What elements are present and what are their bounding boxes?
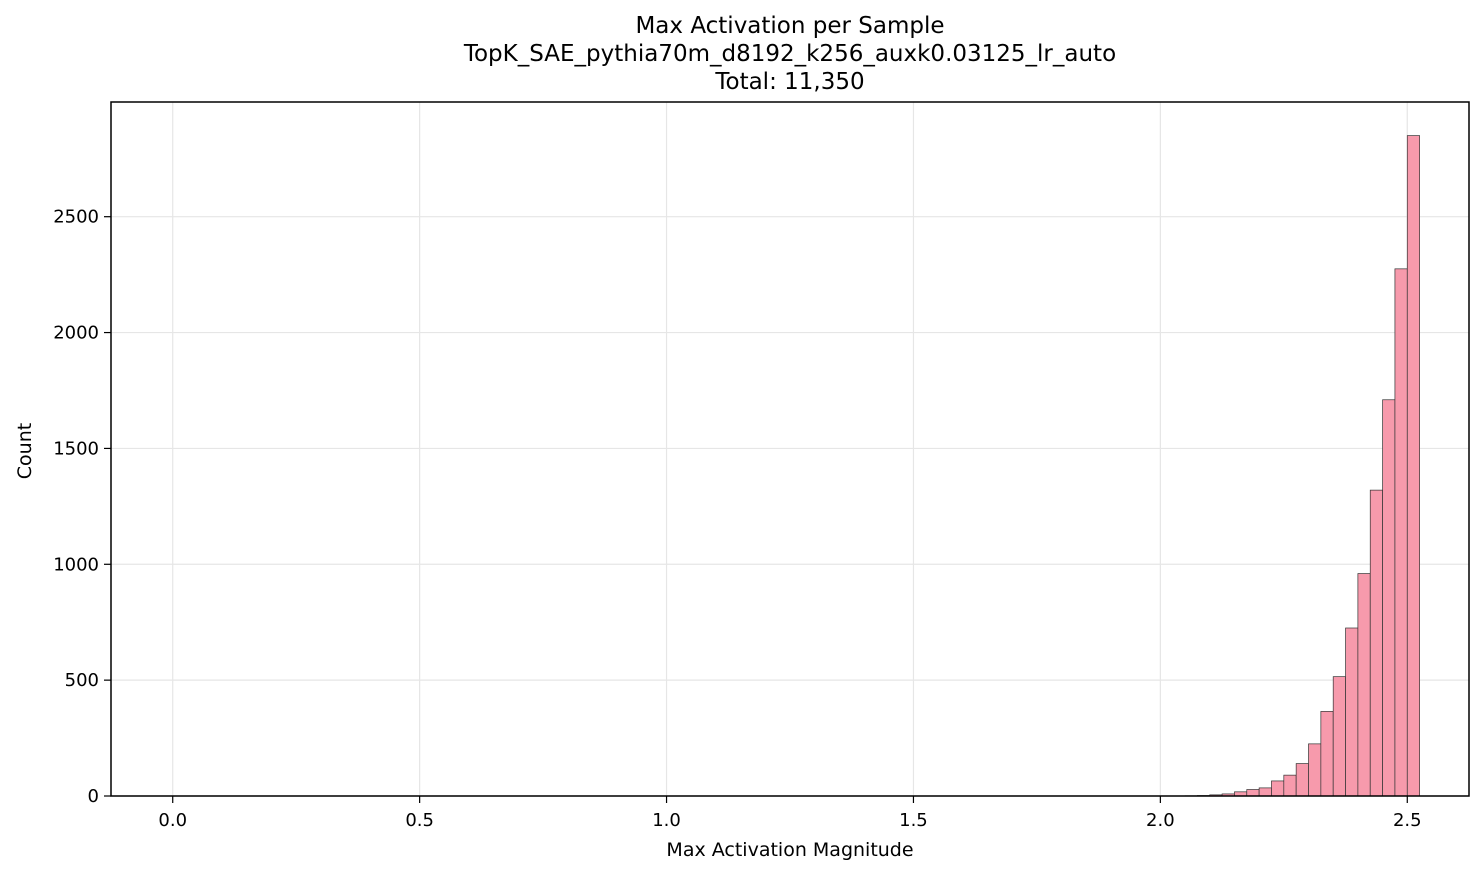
y-axis-label: Count (14, 423, 36, 479)
x-axis-label: Max Activation Magnitude (666, 839, 913, 861)
y-tick-label: 0 (88, 786, 99, 807)
histogram-bar (1320, 711, 1334, 797)
histogram-bar (1258, 787, 1272, 797)
y-tick-label: 1500 (53, 438, 99, 459)
gridlines (111, 102, 1469, 797)
title-line-2: TopK_SAE_pythia70m_d8192_k256_auxk0.0312… (463, 41, 1116, 67)
y-tick-label: 1000 (53, 554, 99, 575)
histogram-bar (1357, 573, 1371, 797)
x-tick-label: 0.0 (158, 810, 187, 831)
x-tick-label: 2.5 (1393, 810, 1422, 831)
histogram-bar (1295, 763, 1309, 797)
histogram-bar (1271, 780, 1285, 797)
histogram-bar (1394, 268, 1408, 797)
y-axis-ticks: 0 500 1000 1500 2000 2500 (53, 207, 111, 807)
title-line-1: Max Activation per Sample (635, 13, 944, 39)
histogram-bar (1283, 774, 1297, 797)
y-tick-label: 500 (65, 670, 99, 691)
x-axis-ticks: 0.0 0.5 1.0 1.5 2.0 2.5 (158, 796, 1422, 831)
histogram-bar (1308, 743, 1322, 797)
y-tick-label: 2500 (53, 207, 99, 228)
x-tick-label: 1.5 (899, 810, 928, 831)
x-tick-label: 2.0 (1146, 810, 1175, 831)
x-tick-label: 1.0 (652, 810, 681, 831)
chart-title: Max Activation per Sample TopK_SAE_pythi… (463, 13, 1116, 95)
histogram-bar (1246, 789, 1260, 797)
histogram-bars (1184, 135, 1420, 797)
y-tick-label: 2000 (53, 323, 99, 344)
histogram-bar (1369, 489, 1383, 797)
histogram-bar (1332, 676, 1346, 797)
title-line-3: Total: 11,350 (714, 69, 864, 95)
histogram-bar (1406, 135, 1420, 797)
x-tick-label: 0.5 (405, 810, 434, 831)
histogram-bar (1345, 627, 1359, 797)
histogram-bar (1382, 399, 1396, 797)
